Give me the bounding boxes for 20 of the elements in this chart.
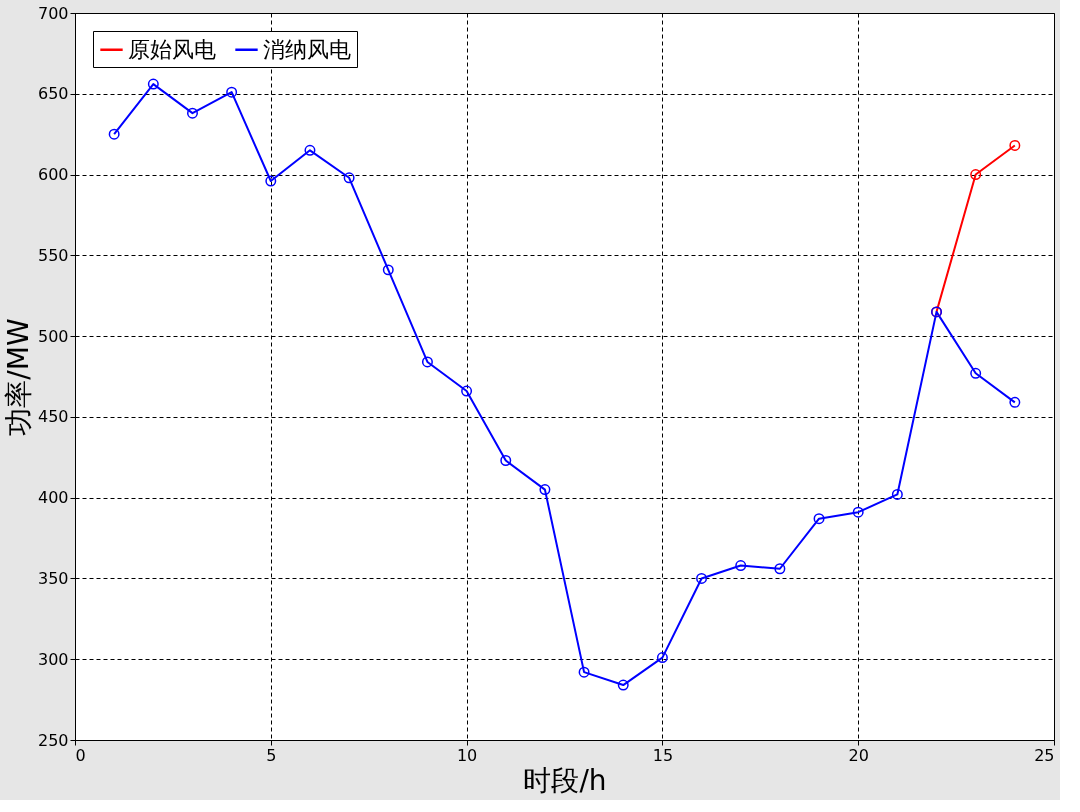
y-tick-label: 700 <box>37 3 69 23</box>
x-tick-label: 25 <box>1034 745 1055 765</box>
y-tick-label: 650 <box>37 84 69 104</box>
x-tick-label: 20 <box>848 745 869 765</box>
x-axis-title: 时段/h <box>523 763 607 797</box>
y-tick-label: 400 <box>37 488 69 508</box>
x-tick-label: 0 <box>75 745 86 765</box>
x-tick-label: 15 <box>652 745 674 765</box>
legend-label: 消纳风电 <box>263 36 351 62</box>
y-tick-label: 450 <box>37 407 69 427</box>
y-tick-label: 550 <box>37 245 69 265</box>
y-tick-label: 600 <box>37 165 69 185</box>
y-axis-title: 功率/MW <box>1 318 35 436</box>
x-tick-label: 5 <box>266 745 277 765</box>
legend-label: 原始风电 <box>128 36 216 62</box>
y-tick-label: 300 <box>37 649 69 669</box>
y-tick-label: 350 <box>37 568 69 588</box>
y-tick-label: 250 <box>37 730 69 750</box>
y-tick-label: 500 <box>37 326 69 346</box>
x-tick-label: 10 <box>456 745 478 765</box>
